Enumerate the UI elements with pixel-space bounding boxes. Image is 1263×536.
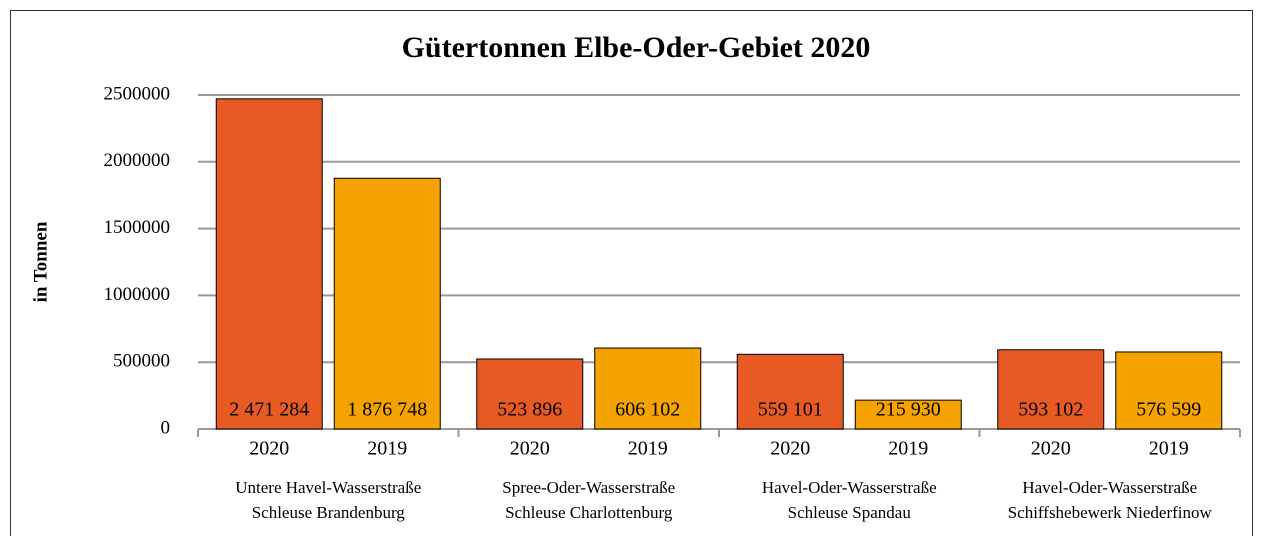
category-label: Havel-Oder-Wasserstraße [762,478,937,497]
value-label: 1 876 748 [347,399,427,421]
series-label: 2020 [510,438,550,460]
y-tick-label: 2000000 [104,150,171,171]
series-label: 2020 [249,438,289,460]
value-label: 523 896 [497,399,562,421]
bar [215,98,323,430]
y-tick-label: 2500000 [104,83,171,104]
bar [854,399,962,430]
y-tick-label: 1000000 [104,284,171,305]
category-label: Schleuse Charlottenburg [505,503,673,522]
bar [594,347,702,430]
value-label: 576 599 [1136,399,1201,421]
series-label: 2019 [367,438,407,460]
y-tick-label: 500000 [113,351,170,372]
bar [736,353,844,430]
y-tick-label: 0 [161,417,171,438]
series-label: 2019 [628,438,668,460]
series-label: 2020 [1031,438,1071,460]
category-label: Schleuse Spandau [788,503,912,522]
series-label: 2019 [1149,438,1189,460]
series-label: 2020 [770,438,810,460]
y-axis-label: in Tonnen [30,221,51,302]
series-label: 2019 [888,438,928,460]
y-tick-label: 1500000 [104,217,171,238]
bar [333,177,441,430]
category-label: Schiffshebewerk Niederfinow [1008,503,1213,522]
value-label: 593 102 [1018,399,1083,421]
category-label: Untere Havel-Wasserstraße [235,478,421,497]
category-label: Havel-Oder-Wasserstraße [1022,478,1197,497]
bar [1115,351,1223,430]
value-label: 215 930 [876,399,941,421]
bar [476,358,584,430]
value-label: 606 102 [615,399,680,421]
chart-title: Gütertonnen Elbe-Oder-Gebiet 2020 [402,31,871,64]
value-label: 2 471 284 [229,399,309,421]
frame [10,10,1253,536]
category-label: Schleuse Brandenburg [252,503,406,522]
category-label: Spree-Oder-Wasserstraße [502,478,675,497]
value-label: 559 101 [758,399,823,421]
bar [997,349,1105,430]
